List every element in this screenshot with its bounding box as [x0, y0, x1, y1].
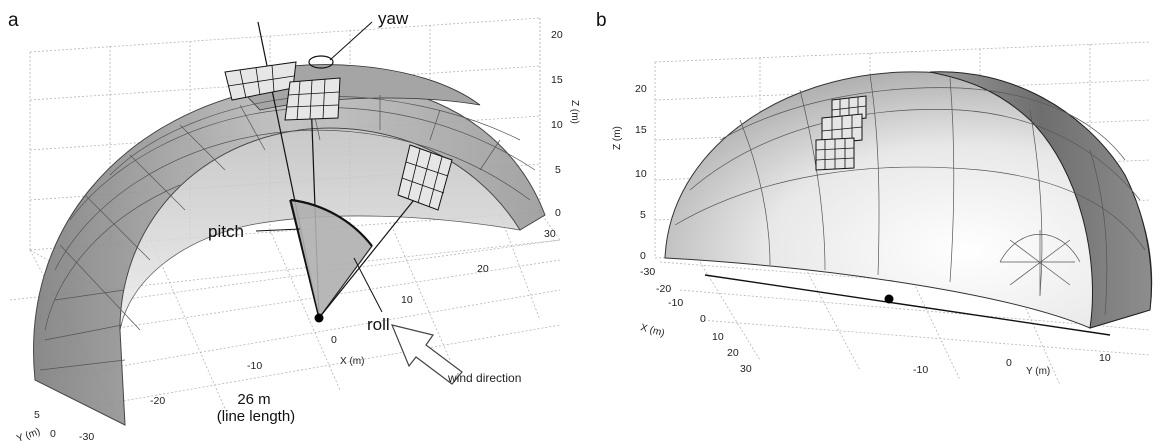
- panel-a-ground-point: [314, 313, 324, 323]
- panel-b-x-tick: 30: [740, 363, 752, 375]
- panel-b-x-tick: -30: [640, 266, 655, 278]
- panel-a-roll-label: roll: [367, 315, 390, 334]
- panel-b-letter: b: [596, 10, 607, 31]
- panel-b-x-label: X (m): [639, 322, 665, 339]
- panel-a-z-tick: 10: [551, 119, 563, 131]
- panel-a-yaw-label: yaw: [378, 9, 409, 28]
- panel-a-x-tick: 0: [331, 334, 337, 346]
- panel-b-y-tick: -10: [913, 364, 928, 376]
- panel-b-tether: [704, 274, 1111, 336]
- panel-b-x-tick: -20: [656, 283, 671, 295]
- panel-b-z-tick: 20: [635, 83, 647, 95]
- panel-a-y-ticks: 5 0 Y (m): [15, 409, 56, 444]
- panel-a-wind-arrow: [390, 324, 463, 385]
- panel-a-kite-2: [284, 77, 341, 121]
- panel-a: a: [8, 9, 580, 444]
- panel-b-z-tick: 0: [640, 250, 646, 262]
- panel-b-z-label: Z (m): [612, 126, 623, 150]
- panel-b-y-tick: 0: [1006, 357, 1012, 369]
- panel-a-y-label: Y (m): [15, 426, 42, 444]
- panel-a-letter: a: [8, 10, 19, 31]
- panel-a-y-tick: 5: [34, 409, 40, 421]
- panel-a-yaw-ring: [308, 55, 334, 69]
- panel-a-z-tick: 0: [555, 207, 561, 219]
- panel-a-z-tick: 15: [551, 74, 563, 86]
- panel-b-z-tick: 5: [640, 209, 646, 221]
- panel-b-z-tick: 15: [635, 124, 647, 136]
- panel-a-x-tick: -10: [247, 360, 262, 372]
- panel-b-x-ticks: -30 -20 -10 0 10 20 30 X (m): [639, 266, 752, 375]
- panel-a-pitch-leader: [255, 228, 301, 232]
- panel-b-z-tick: 10: [635, 168, 647, 180]
- panel-b-dome-cut: [929, 71, 1152, 329]
- panel-a-x-tick: 10: [401, 294, 413, 306]
- panel-a-line-length-value: 26 m: [237, 391, 270, 408]
- panel-b-z-ticks: 20 15 10 5 0 Z (m): [612, 83, 647, 262]
- panel-a-x-ticks: 30 20 10 0 -10 -20 -30 X (m): [79, 228, 556, 443]
- panel-a-z-tick: 20: [551, 29, 563, 41]
- panel-a-box-grid: [29, 17, 561, 301]
- panel-b-x-tick: 10: [712, 331, 724, 343]
- panel-a-y-tick: 0: [50, 428, 56, 440]
- panel-a-dome-mesh: [39, 94, 536, 371]
- panel-a-z-ticks: 20 15 10 5 0 Z (m): [551, 29, 580, 219]
- panel-a-kite-3: [397, 144, 453, 211]
- panel-b-kite-stack: [815, 95, 867, 171]
- panel-a-pitch-arc: [290, 198, 373, 247]
- panel-a-pitch-wedge: [290, 199, 373, 320]
- panel-a-yaw-leader: [329, 21, 373, 61]
- panel-a-x-tick: 30: [544, 228, 556, 240]
- panel-b-x-tick: 20: [727, 347, 739, 359]
- panel-a-x-tick: -30: [79, 431, 94, 443]
- panel-b-x-tick: -10: [668, 297, 683, 309]
- panel-a-roll-leader: [353, 257, 383, 313]
- panel-a-wind-label: wind direction: [447, 371, 521, 385]
- panel-b-ground-point: [884, 294, 894, 304]
- panel-a-z-label: Z (m): [569, 100, 580, 124]
- panel-b-y-tick: 10: [1099, 352, 1111, 364]
- panel-a-x-tick: -20: [150, 395, 165, 407]
- panel-b-y-ticks: -10 0 10 Y (m): [913, 352, 1111, 377]
- panel-b: b: [596, 10, 1153, 386]
- panel-b-x-tick: 0: [700, 313, 706, 325]
- panel-a-z-tick: 5: [555, 164, 561, 176]
- panel-a-line-length-caption: (line length): [217, 408, 295, 425]
- panel-b-dome-mesh: [674, 74, 1146, 316]
- panel-b-y-label: Y (m): [1026, 366, 1050, 377]
- panel-a-x-label: X (m): [340, 356, 364, 367]
- panel-a-pitch-label: pitch: [208, 222, 244, 241]
- panel-a-x-tick: 20: [477, 263, 489, 275]
